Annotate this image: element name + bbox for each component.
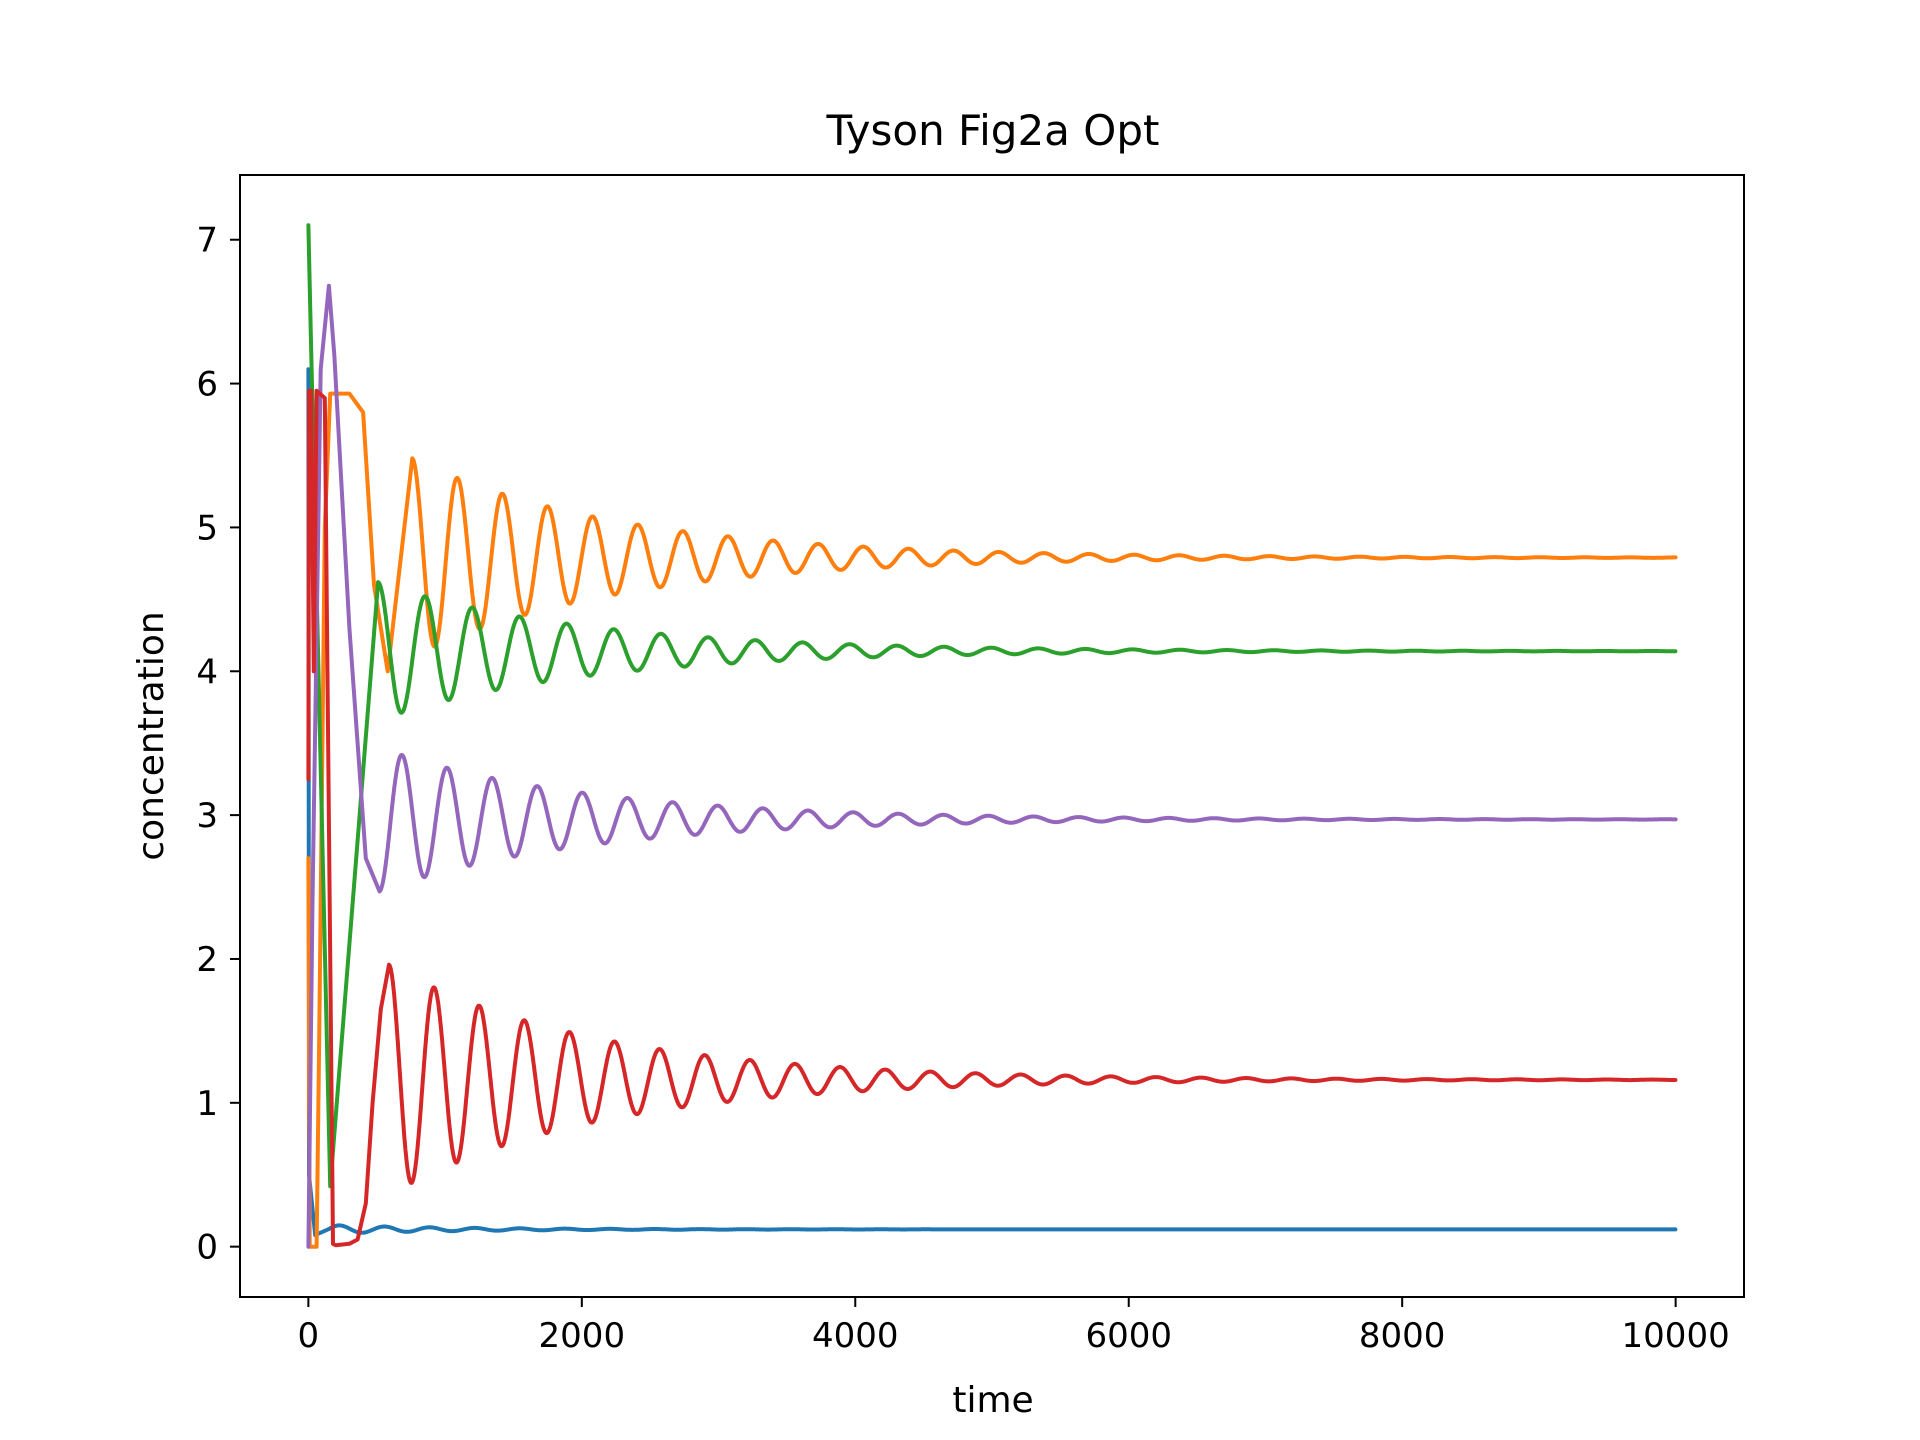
y-tick-label: 1	[196, 1084, 218, 1124]
y-tick-label: 6	[196, 365, 218, 405]
y-axis-label: concentration	[131, 611, 172, 860]
x-tick-label: 2000	[539, 1316, 626, 1356]
y-tick-label: 4	[196, 652, 218, 692]
x-tick-label: 4000	[812, 1316, 899, 1356]
series-line-1	[306, 367, 1678, 1238]
y-tick-label: 0	[196, 1228, 218, 1268]
x-tick-label: 8000	[1359, 1316, 1446, 1356]
y-tick-label: 7	[196, 221, 218, 261]
y-tick-label: 5	[196, 508, 218, 548]
series-line-4	[306, 283, 1678, 1249]
x-tick-label: 10000	[1622, 1316, 1730, 1356]
chart-title: Tyson Fig2a Opt	[826, 106, 1160, 155]
x-tick-label: 0	[298, 1316, 320, 1356]
plot-frame	[239, 174, 1745, 1298]
series-group	[306, 223, 1678, 1249]
y-tick-label: 3	[196, 796, 218, 836]
y-tick-label: 2	[196, 940, 218, 980]
series-line-5	[306, 388, 1678, 1248]
x-tick-label: 6000	[1085, 1316, 1172, 1356]
x-axis-ticks: 0 2000 4000 6000 8000 10000	[298, 1297, 1730, 1356]
series-line-2	[306, 391, 1678, 1249]
series-line-3	[306, 223, 1678, 1189]
x-axis-label: time	[952, 1380, 1033, 1421]
y-axis-ticks: 0 1 2 3 4 5 6 7	[196, 221, 240, 1268]
